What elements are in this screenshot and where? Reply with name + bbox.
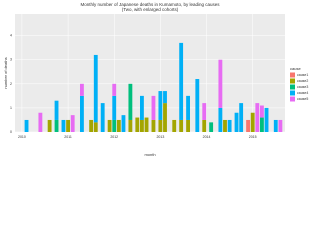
bar-segment — [61, 119, 66, 132]
bar-segment — [116, 119, 121, 132]
legend-label: cause1 — [297, 73, 308, 77]
bar-segment — [144, 117, 149, 132]
bar-segment — [223, 119, 227, 132]
bar-segment — [80, 95, 84, 132]
bar-segment — [135, 117, 140, 132]
bar-segment — [121, 115, 126, 132]
y-tick-label: 0 — [10, 130, 12, 134]
bar-segment — [239, 103, 244, 132]
chart-subtitle: (Two, with enlarged cohorts) — [122, 7, 179, 12]
bar-segment — [66, 119, 70, 132]
bar-segment — [70, 115, 75, 132]
legend-swatch — [290, 72, 295, 78]
bar-segment — [234, 112, 239, 132]
bar-segment — [128, 83, 133, 120]
bar-segment — [179, 119, 184, 132]
x-tick-label: 2012 — [110, 135, 118, 139]
y-tick-label: 1 — [10, 106, 12, 110]
x-tick-label: 2011 — [64, 135, 72, 139]
legend-swatch — [290, 84, 295, 90]
bar-segment — [80, 83, 84, 96]
x-tick-label: 2013 — [156, 135, 164, 139]
bar-segment — [128, 119, 133, 132]
bar-segment — [186, 119, 190, 132]
bar-segment — [209, 122, 214, 132]
legend-label: cause2 — [297, 79, 308, 83]
legend-swatch — [290, 90, 295, 96]
legend-title: cause — [290, 66, 301, 71]
bar-segment — [260, 105, 264, 118]
bar-segment — [255, 103, 260, 132]
bar-segment — [89, 119, 94, 132]
y-axis-title: number of deaths — [3, 57, 8, 88]
legend-label: cause5 — [297, 97, 308, 101]
bar-segment — [158, 119, 163, 132]
x-tick-label: 2014 — [203, 135, 211, 139]
bar-segment — [179, 42, 184, 120]
legend-label: cause3 — [297, 85, 308, 89]
bar-segment — [260, 117, 264, 132]
bar-segment — [158, 91, 163, 120]
bar-segment — [151, 95, 156, 120]
bar-segment — [163, 91, 167, 104]
bar-segment — [93, 54, 98, 123]
y-tick-label: 2 — [10, 82, 12, 86]
bar-segment — [264, 107, 269, 132]
bar-segment — [54, 100, 59, 120]
bar-segment — [24, 119, 29, 132]
bar-segment — [38, 112, 43, 132]
bar-segment — [112, 95, 117, 120]
y-tick-label: 3 — [10, 58, 12, 62]
bar-segment — [250, 112, 255, 132]
bar-segment — [202, 119, 207, 132]
bar-segment — [163, 103, 167, 132]
bar-segment — [172, 119, 177, 132]
bar-segment — [54, 119, 59, 132]
bar-segment — [47, 119, 52, 132]
bar-segment — [93, 122, 98, 132]
bar-segment — [140, 119, 144, 132]
x-axis-title: month — [144, 152, 155, 157]
bar-segment — [112, 83, 117, 96]
x-tick-label: 2010 — [18, 135, 26, 139]
bar-segment — [246, 119, 250, 132]
bar-segment — [112, 119, 117, 132]
bar-segment — [100, 103, 105, 132]
chart-title: Monthly number of Japanese deaths in Kum… — [80, 2, 220, 7]
bar-segment — [227, 119, 232, 132]
legend-swatch — [290, 96, 295, 102]
bar-segment — [151, 119, 156, 132]
x-tick-label: 2015 — [249, 135, 257, 139]
bar-segment — [186, 95, 190, 120]
bar-segment — [273, 119, 278, 132]
bar-segment — [140, 95, 144, 120]
bar-segment — [202, 103, 207, 120]
bar-segment — [218, 107, 223, 132]
bar-segment — [195, 79, 200, 132]
bar-segment — [218, 59, 223, 108]
chart: Monthly number of Japanese deaths in Kum… — [3, 2, 308, 157]
legend-label: cause4 — [297, 91, 308, 95]
bar-segment — [107, 119, 112, 132]
legend-swatch — [290, 78, 295, 84]
y-tick-label: 4 — [10, 34, 12, 38]
bar-segment — [278, 119, 283, 132]
